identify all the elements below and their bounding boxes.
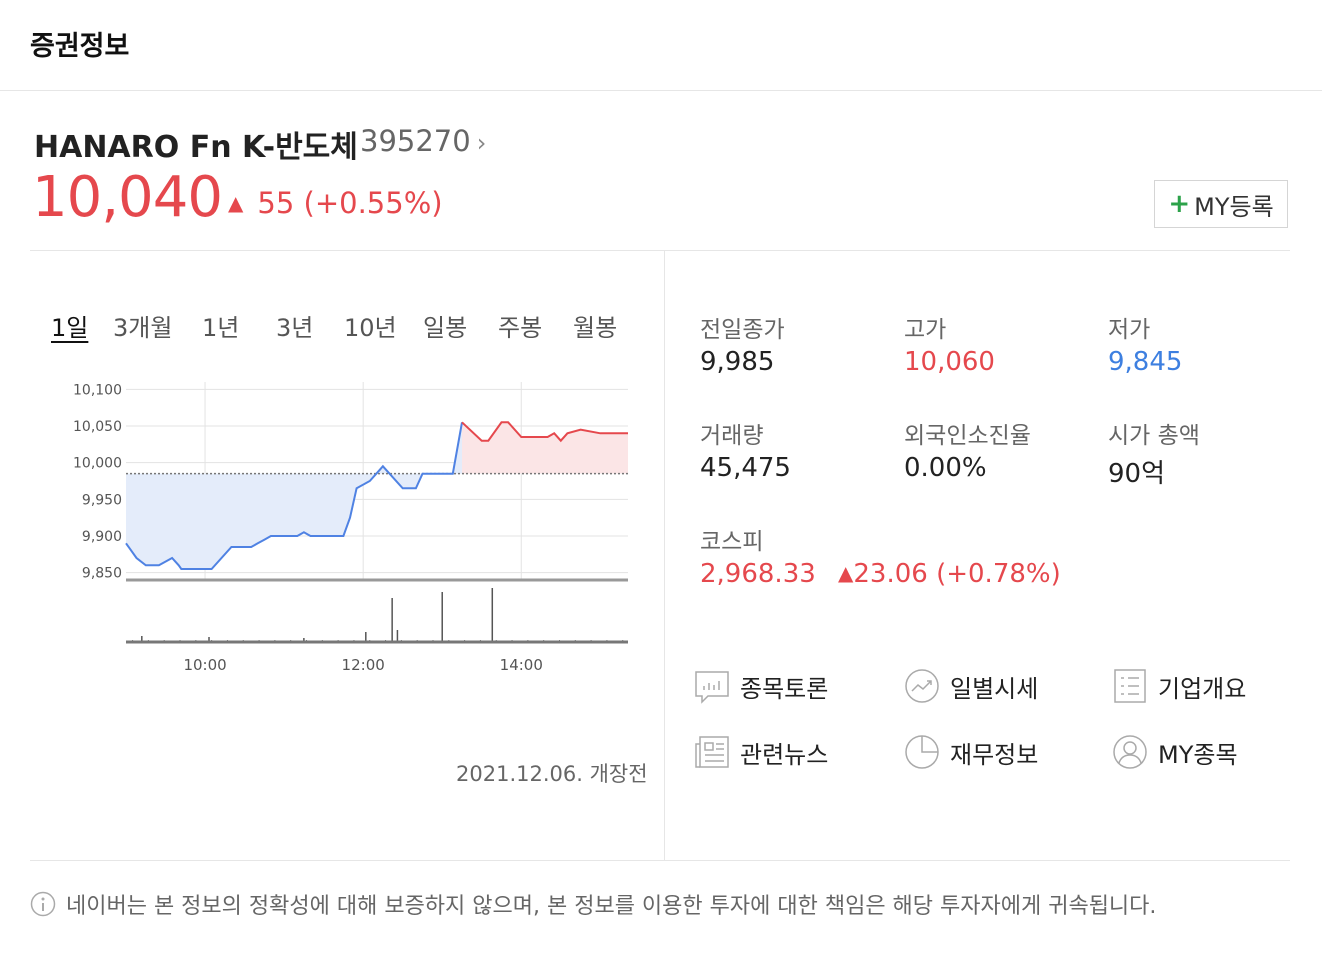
foreign-ratio-label: 외국인소진율	[904, 423, 1031, 449]
y-tick-label: 10,100	[73, 382, 122, 398]
price-line-down	[125, 422, 463, 570]
kospi-value: 2,968.33	[700, 559, 816, 589]
chat-chart-icon	[695, 671, 729, 704]
market-cap-value: 90억	[1108, 459, 1166, 489]
up-arrow-icon: ▲	[228, 191, 244, 215]
trend-chart-icon	[905, 669, 939, 703]
price-line-up	[461, 421, 628, 443]
disclaimer: 네이버는 본 정보의 정확성에 대해 보증하지 않으며, 본 정보를 이용한 투…	[30, 888, 1156, 920]
tab-monthly-candle[interactable]: 월봉	[573, 314, 618, 342]
prev-close-value: 9,985	[700, 347, 775, 377]
disclaimer-text: 네이버는 본 정보의 정확성에 대해 보증하지 않으며, 본 정보를 이용한 투…	[66, 894, 1157, 919]
x-axis-ticks: 10:00 12:00 14:00	[183, 656, 542, 674]
volume-value: 45,475	[700, 453, 791, 483]
chart-date: 2021.12.06. 개장전	[456, 762, 648, 786]
high-label: 고가	[904, 317, 947, 343]
tab-1day[interactable]: 1일	[51, 314, 89, 342]
prev-close-label: 전일종가	[700, 317, 785, 343]
tab-3month[interactable]: 3개월	[113, 314, 173, 342]
my-register-label: MY등록	[1194, 192, 1274, 221]
financial-info-link[interactable]: 재무정보	[904, 734, 1038, 770]
stock-name[interactable]: HANARO Fn K-반도체	[34, 130, 358, 165]
price-change-value: 55 (+0.55%)	[257, 186, 443, 220]
plus-icon: +	[1168, 189, 1191, 219]
pie-chart-icon	[905, 735, 939, 769]
newspaper-icon	[695, 736, 729, 768]
x-tick-label: 14:00	[500, 656, 543, 674]
volume-label: 거래량	[700, 423, 764, 449]
kospi-change-value: 23.06 (+0.78%)	[853, 559, 1061, 589]
chevron-right-icon: ›	[476, 129, 487, 157]
daily-price-label: 일별시세	[950, 674, 1039, 703]
daily-price-link[interactable]: 일별시세	[904, 668, 1038, 704]
y-tick-label: 10,050	[73, 419, 122, 435]
low-label: 저가	[1108, 317, 1151, 343]
stock-code-link[interactable]: 395270 ›	[360, 124, 486, 158]
y-tick-label: 9,850	[82, 566, 122, 582]
y-axis-ticks: 10,100 10,050 10,000 9,950 9,900 9,850	[73, 382, 122, 581]
my-stock-link[interactable]: MY종목	[1112, 734, 1238, 770]
tab-1year[interactable]: 1년	[202, 314, 240, 342]
header: 증권정보	[0, 0, 1322, 91]
low-value: 9,845	[1108, 347, 1183, 377]
company-overview-link[interactable]: 기업개요	[1112, 668, 1246, 704]
divider	[30, 860, 1290, 861]
kospi-change: ▲23.06 (+0.78%)	[838, 559, 1061, 589]
news-link[interactable]: 관련뉴스	[694, 734, 828, 770]
divider	[30, 250, 1290, 251]
current-price: 10,040	[32, 165, 223, 230]
up-arrow-icon: ▲	[838, 561, 854, 585]
below-prev-close-area	[126, 422, 462, 569]
my-stock-label: MY종목	[1158, 740, 1238, 769]
info-icon	[30, 891, 56, 917]
user-icon	[1113, 735, 1147, 769]
discussion-link[interactable]: 종목토론	[694, 668, 828, 704]
x-tick-label: 12:00	[342, 656, 385, 674]
tab-3year[interactable]: 3년	[276, 314, 314, 342]
tab-weekly-candle[interactable]: 주봉	[498, 314, 543, 342]
tab-10year[interactable]: 10년	[344, 314, 397, 342]
news-label: 관련뉴스	[740, 740, 829, 769]
list-document-icon	[1114, 669, 1146, 703]
kospi-label: 코스피	[700, 529, 764, 555]
page-title: 증권정보	[30, 31, 130, 62]
discussion-label: 종목토론	[740, 674, 829, 703]
y-tick-label: 9,950	[82, 492, 122, 508]
market-cap-label: 시가 총액	[1108, 423, 1200, 449]
tab-daily-candle[interactable]: 일봉	[423, 314, 468, 342]
y-tick-label: 10,000	[73, 456, 122, 472]
y-tick-label: 9,900	[82, 529, 122, 545]
company-overview-label: 기업개요	[1158, 674, 1247, 703]
above-prev-close-area	[461, 422, 628, 474]
foreign-ratio-value: 0.00%	[904, 453, 987, 483]
price-change: ▲ 55 (+0.55%)	[228, 186, 443, 220]
my-register-button[interactable]: + MY등록	[1154, 180, 1288, 228]
x-tick-label: 10:00	[183, 656, 226, 674]
stock-code: 395270	[360, 124, 471, 158]
high-value: 10,060	[904, 347, 995, 377]
volume-bars	[132, 588, 624, 642]
vertical-divider	[664, 251, 665, 860]
financial-info-label: 재무정보	[950, 740, 1039, 769]
